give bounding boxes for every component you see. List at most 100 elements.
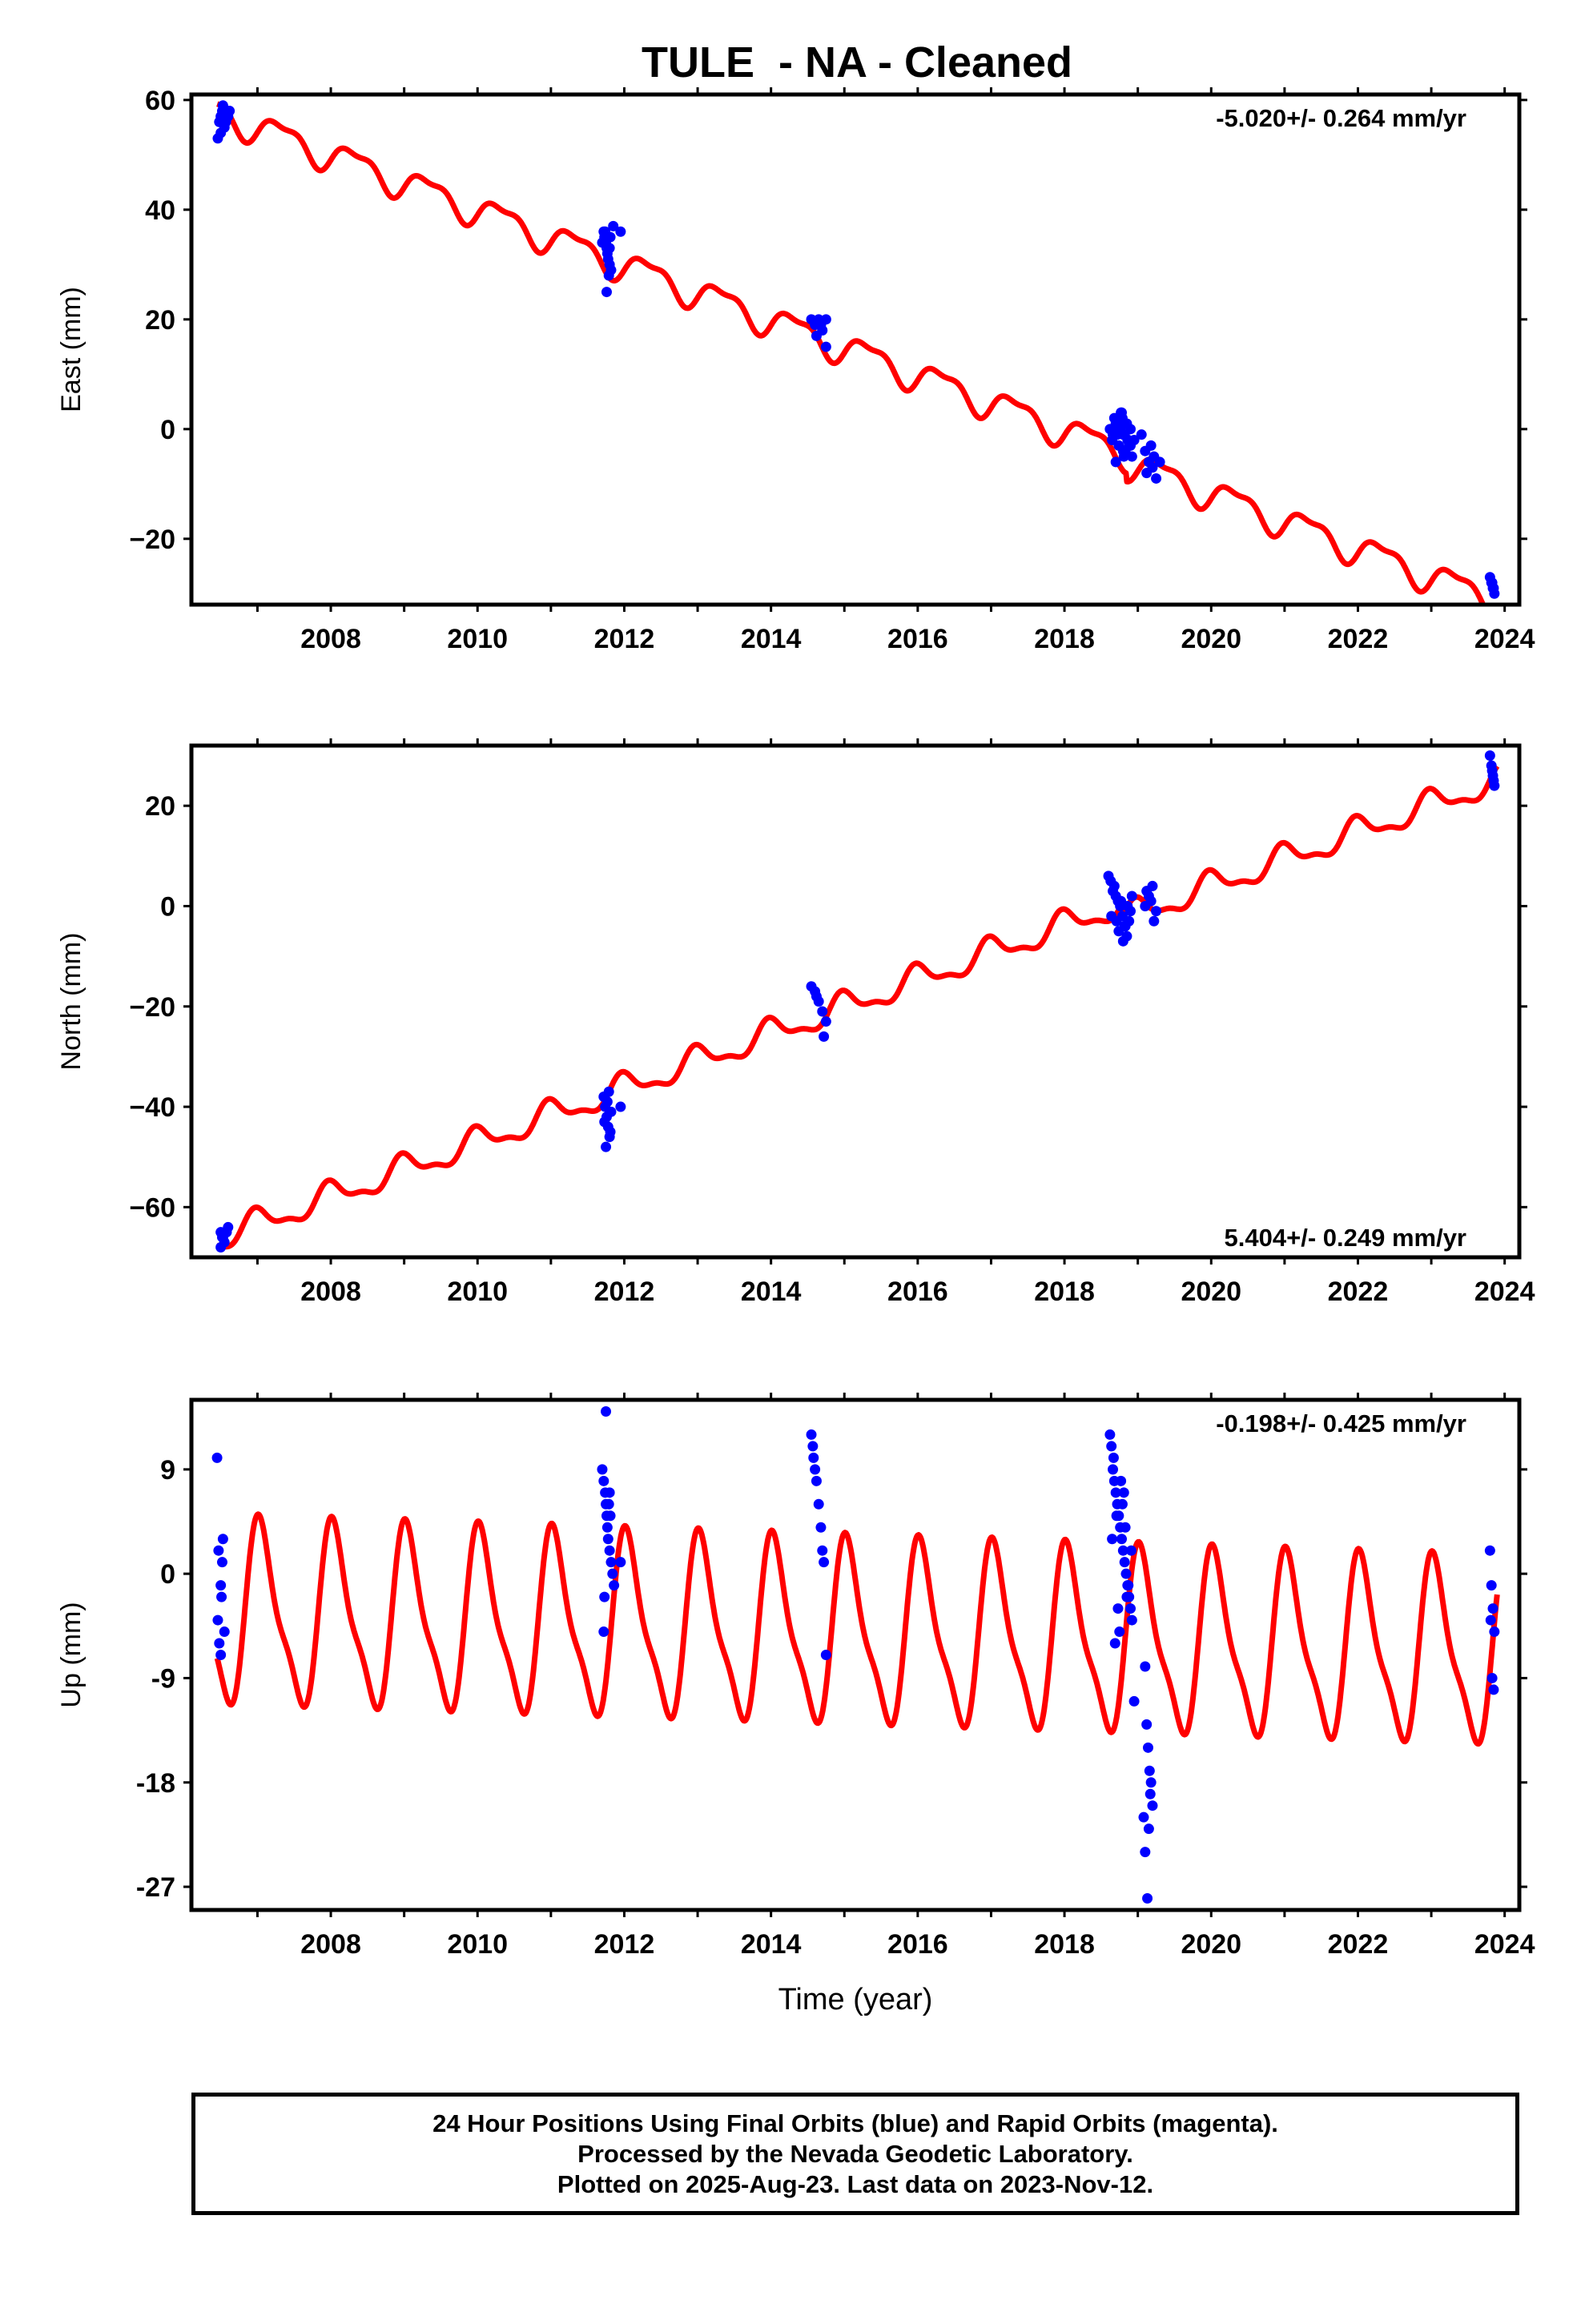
model-curve: [215, 101, 1486, 605]
data-point: [219, 1626, 230, 1638]
x-tick-label: 2020: [1181, 624, 1241, 654]
data-point: [811, 1475, 822, 1486]
x-tick-label: 2024: [1474, 624, 1535, 654]
data-point: [212, 1614, 223, 1626]
data-point: [1485, 1614, 1496, 1626]
panel-north: −60 −40 −20 0 20 2008 2010 2012 2014 2016 2018 2020…: [56, 738, 1535, 1307]
y-tick-label: 0: [160, 1559, 175, 1590]
data-point: [819, 1031, 830, 1042]
data-point: [1141, 1719, 1153, 1730]
data-point: [601, 1405, 612, 1417]
x-tick-label: 2020: [1181, 1277, 1241, 1307]
data-point: [820, 1650, 831, 1660]
y-axis-label: East (mm): [56, 287, 86, 412]
data-point: [214, 1638, 225, 1649]
rate-annotation: -0.198+/- 0.425 mm/yr: [1216, 1409, 1466, 1437]
y-tick-label: −20: [129, 525, 175, 555]
x-axis-label: Time (year): [778, 1983, 933, 2016]
data-point: [1125, 1603, 1136, 1614]
y-tick-label: -18: [136, 1768, 175, 1799]
data-point: [1141, 468, 1153, 479]
data-point: [608, 220, 619, 231]
x-tick-label: 2022: [1328, 624, 1389, 654]
data-point: [604, 243, 615, 254]
data-point: [813, 1498, 824, 1510]
x-tick-label: 2014: [741, 624, 802, 654]
data-point: [1486, 765, 1498, 776]
data-point: [1488, 582, 1499, 593]
data-point: [1119, 1557, 1130, 1568]
data-point: [212, 133, 223, 144]
y-axis-label: Up (mm): [56, 1602, 86, 1707]
data-point: [1488, 775, 1499, 786]
x-tick-label: 2020: [1181, 1929, 1241, 1960]
rate-annotation: -5.020+/- 0.264 mm/yr: [1216, 104, 1466, 132]
plot-area: [211, 1405, 1500, 1904]
data-point: [1147, 1800, 1158, 1811]
rate-annotation: 5.404+/- 0.249 mm/yr: [1225, 1224, 1466, 1252]
x-tick-label: 2010: [447, 1277, 508, 1307]
data-point: [597, 1464, 608, 1475]
data-point: [1116, 1475, 1127, 1486]
data-point: [820, 1016, 831, 1027]
data-point: [605, 1106, 617, 1117]
x-tick-label: 2008: [300, 1277, 361, 1307]
data-point: [1144, 1788, 1156, 1799]
data-point: [1118, 451, 1129, 462]
data-point: [815, 1522, 827, 1533]
data-point: [807, 1441, 819, 1452]
data-point: [615, 1101, 626, 1112]
data-point: [1123, 1580, 1134, 1591]
data-point: [1488, 1684, 1499, 1695]
data-point: [1114, 1626, 1125, 1638]
y-tick-label: 0: [160, 891, 175, 922]
y-tick-label: 9: [160, 1455, 175, 1486]
data-point: [1109, 1638, 1120, 1649]
data-point: [808, 1452, 819, 1463]
data-point: [1136, 429, 1147, 440]
data-point: [1126, 1614, 1137, 1626]
data-point: [215, 1650, 227, 1660]
footer-line-2: Processed by the Nevada Geodetic Laborat…: [577, 2139, 1133, 2168]
data-point: [217, 1534, 228, 1545]
x-tick-label: 2018: [1034, 1277, 1095, 1307]
data-point: [1142, 1893, 1153, 1904]
y-tick-label: −60: [129, 1192, 175, 1223]
data-point: [1140, 1847, 1151, 1858]
x-tick-label: 2022: [1328, 1929, 1389, 1960]
data-point: [1484, 1545, 1495, 1556]
data-point: [1125, 1545, 1136, 1556]
data-point: [1106, 1441, 1117, 1452]
data-point: [1112, 418, 1124, 429]
data-point: [1154, 456, 1165, 468]
data-point: [1110, 456, 1121, 468]
data-point: [1121, 1591, 1132, 1602]
x-tick-label: 2014: [741, 1929, 802, 1960]
data-point: [216, 1557, 227, 1568]
data-point: [1489, 1626, 1500, 1638]
data-point: [1116, 895, 1127, 907]
data-point: [609, 1580, 620, 1591]
data-point: [603, 270, 614, 281]
data-point: [1484, 750, 1495, 762]
data-point: [607, 1568, 618, 1579]
data-point: [1142, 1742, 1153, 1753]
panel-east: −20 0 20 40 60 2008 2010 2012 2014 2016 2018 2020 20…: [56, 86, 1535, 654]
data-point: [1116, 1534, 1128, 1545]
x-tick-label: 2016: [887, 1277, 948, 1307]
x-tick-label: 2012: [594, 1929, 655, 1960]
data-point: [1141, 886, 1153, 897]
data-point: [215, 1580, 227, 1591]
data-point: [605, 1510, 616, 1522]
data-point: [1486, 1672, 1498, 1683]
data-point: [1145, 1777, 1157, 1788]
data-point: [811, 330, 822, 341]
data-point: [1145, 895, 1157, 907]
data-point: [1128, 1695, 1140, 1707]
data-point: [601, 1522, 613, 1533]
data-point: [1126, 891, 1137, 902]
data-point: [604, 1545, 615, 1556]
data-point: [1111, 1510, 1122, 1522]
x-tick-label: 2010: [447, 1929, 508, 1960]
